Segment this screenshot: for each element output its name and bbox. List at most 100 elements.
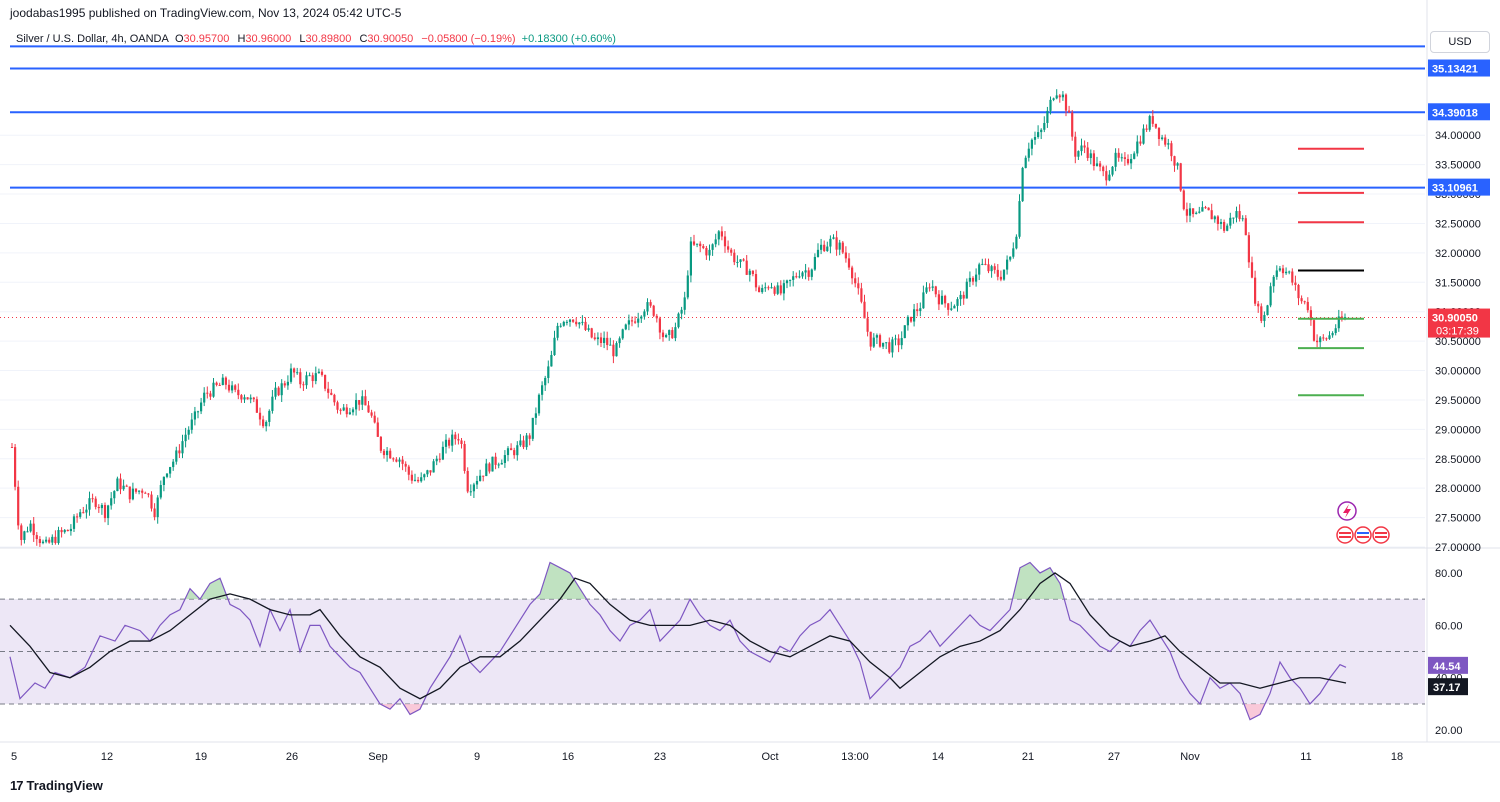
candle-body <box>1204 207 1207 209</box>
lightning-icon[interactable] <box>1337 501 1357 521</box>
candle-body <box>692 241 696 245</box>
candle-body <box>1068 110 1071 113</box>
candle-body <box>1136 141 1139 154</box>
candle-body <box>562 321 565 326</box>
candle-body <box>41 541 45 544</box>
candle-body <box>1046 110 1049 123</box>
candle-body <box>634 321 637 323</box>
candle-body <box>919 308 922 312</box>
candle-body <box>165 473 169 477</box>
candle-body <box>506 448 510 456</box>
time-tick-label: 19 <box>195 751 207 763</box>
candle-body <box>1033 137 1037 140</box>
rsi-line[interactable] <box>9 561 1347 721</box>
candle-body <box>336 402 339 410</box>
candle-body <box>69 528 72 532</box>
candle-body <box>200 402 203 412</box>
candle-body <box>327 388 330 393</box>
candle-body <box>1154 123 1157 128</box>
candle-body <box>1294 282 1297 285</box>
candle-body <box>736 261 739 263</box>
candle-body <box>193 411 196 420</box>
candle-body <box>770 287 773 289</box>
tradingview-logo-icon: 17 <box>10 778 24 793</box>
candle-body <box>968 277 971 282</box>
candle-body <box>683 297 686 310</box>
candle-body <box>91 498 94 500</box>
candle-body <box>854 278 857 284</box>
candle-body <box>420 477 423 482</box>
candle-body <box>444 439 448 447</box>
candle-body <box>909 316 913 322</box>
high-value: 30.96000 <box>245 33 292 45</box>
candle-body <box>652 305 655 316</box>
candle-body <box>810 269 813 277</box>
rsi-value-label: 44.54 <box>1433 661 1461 673</box>
price-tick-label: 31.50000 <box>1435 277 1481 289</box>
candle-body <box>175 450 178 462</box>
candle-body <box>643 311 646 317</box>
candle-body <box>894 338 897 340</box>
candle-body <box>196 411 200 413</box>
candle-body <box>764 287 767 289</box>
candle-body <box>1185 209 1188 216</box>
candle-body <box>10 447 14 448</box>
candle-body <box>147 493 150 495</box>
currency-button[interactable]: USD <box>1430 31 1490 53</box>
candle-body <box>398 459 401 462</box>
candle-body <box>1126 158 1130 164</box>
candle-body <box>1198 211 1201 213</box>
candle-body <box>308 375 311 377</box>
candle-body <box>1334 328 1337 334</box>
candle-body <box>544 377 547 386</box>
candle-body <box>711 244 714 250</box>
candle-body <box>23 531 26 540</box>
candle-body <box>1052 98 1055 100</box>
candle-body <box>761 288 764 293</box>
candle-body <box>355 400 358 410</box>
candle-body <box>649 302 652 306</box>
rsi-tick-label: 20.00 <box>1435 725 1463 737</box>
candle-body <box>550 355 553 367</box>
candle-body <box>1182 190 1185 210</box>
candle-body <box>252 397 255 400</box>
candle-body <box>587 328 590 330</box>
price-tick-label: 33.50000 <box>1435 160 1481 172</box>
candle-body <box>311 375 314 382</box>
candle-body <box>156 497 159 518</box>
price-chart[interactable]: 34.0000033.5000033.0000032.5000032.00000… <box>0 0 1500 770</box>
candle-body <box>789 279 792 281</box>
candle-body <box>66 529 69 532</box>
us-flag-icon[interactable] <box>1336 526 1354 544</box>
candle-body <box>181 441 184 454</box>
candle-body <box>1133 153 1136 159</box>
candle-body <box>475 480 479 485</box>
candle-body <box>1254 277 1257 304</box>
tradingview-footer[interactable]: 17 TradingView <box>10 778 103 793</box>
candle-body <box>231 385 234 391</box>
candle-body <box>947 303 950 310</box>
candle-body <box>184 434 187 442</box>
candle-body <box>1250 262 1254 278</box>
candle-body <box>1275 270 1278 277</box>
rsi-ma-line[interactable] <box>9 572 1347 700</box>
candle-body <box>379 436 382 451</box>
candle-body <box>370 412 373 416</box>
low-value: 30.89800 <box>305 33 352 45</box>
candle-body <box>934 286 937 295</box>
us-flag-icon[interactable] <box>1372 526 1390 544</box>
candle-body <box>727 246 730 250</box>
candle-body <box>680 309 683 314</box>
us-flag-icon[interactable] <box>1354 526 1372 544</box>
candle-body <box>534 413 537 418</box>
symbol-name[interactable]: Silver / U.S. Dollar, 4h, OANDA <box>16 33 169 45</box>
candle-body <box>785 280 789 284</box>
candle-body <box>702 246 705 249</box>
candle-body <box>596 337 599 340</box>
time-tick-label: 23 <box>654 751 666 763</box>
open-label: O <box>174 33 184 45</box>
candle-body <box>364 396 367 406</box>
candle-body <box>457 439 460 441</box>
candle-body <box>1130 158 1133 164</box>
candle-body <box>1151 116 1154 124</box>
